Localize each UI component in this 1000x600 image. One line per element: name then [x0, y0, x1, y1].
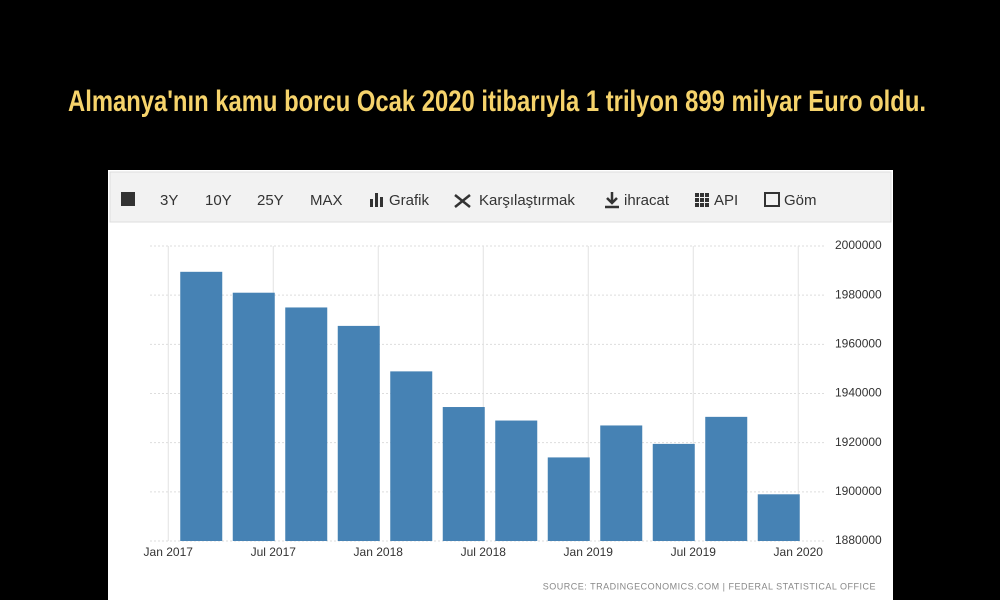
bar [495, 420, 538, 541]
toolbar-icons [121, 192, 780, 209]
y-tick-label: 1980000 [835, 287, 882, 301]
bar [337, 325, 380, 541]
chart-icon [375, 193, 378, 207]
source: SOURCE: TRADINGECONOMICS.COM | FEDERAL S… [543, 581, 876, 591]
y-tick-label: 1900000 [835, 484, 882, 498]
x-tick-label: Jul 2019 [671, 545, 717, 559]
chart-icon [370, 199, 373, 207]
x-tick-label: Jan 2018 [354, 545, 404, 559]
y-tick-label: 1920000 [835, 435, 882, 449]
chart-icon [380, 197, 383, 207]
toolbar-item[interactable]: API [714, 192, 738, 209]
bar [180, 271, 223, 541]
bar [390, 371, 433, 541]
download-icon [605, 192, 619, 209]
bar [705, 416, 748, 541]
toolbar [109, 171, 892, 223]
bar [757, 494, 800, 541]
y-tick-label: 1960000 [835, 337, 882, 351]
x-tick-label: Jan 2020 [774, 545, 824, 559]
bar [232, 292, 275, 541]
x-tick-label: Jul 2018 [461, 545, 507, 559]
toolbar-item[interactable]: Göm [784, 192, 817, 209]
y-tick-label: 1940000 [835, 386, 882, 400]
bar [652, 443, 695, 541]
x-tick-label: Jul 2017 [251, 545, 297, 559]
bar [285, 307, 328, 541]
plot: 1880000 1900000 1920000 1940000 1960000 19800… [144, 238, 882, 559]
x-tick-label: Jan 2019 [564, 545, 614, 559]
toolbar-item[interactable]: 3Y [160, 192, 178, 209]
headline: Almanya'nın kamu borcu Ocak 2020 itibarı… [68, 85, 926, 118]
toolbar-item[interactable]: Grafik [389, 192, 430, 209]
bar [600, 425, 643, 541]
image-icon [764, 192, 780, 207]
api-icon [695, 193, 709, 207]
toolbar-item[interactable]: ihracat [624, 192, 670, 209]
toolbar-item[interactable]: Karşılaştırmak [479, 192, 575, 209]
toolbar-item[interactable]: 10Y [205, 192, 232, 209]
bar [442, 407, 485, 541]
compare-icon [454, 194, 471, 208]
bar [547, 457, 590, 541]
toolbar-item[interactable]: MAX [310, 192, 343, 209]
y-tick-label: 2000000 [835, 238, 882, 252]
calendar-icon[interactable] [121, 192, 135, 206]
toolbar-item[interactable]: 25Y [257, 192, 284, 209]
x-tick-label: Jan 2017 [144, 545, 194, 559]
y-tick-label: 1880000 [835, 533, 882, 547]
